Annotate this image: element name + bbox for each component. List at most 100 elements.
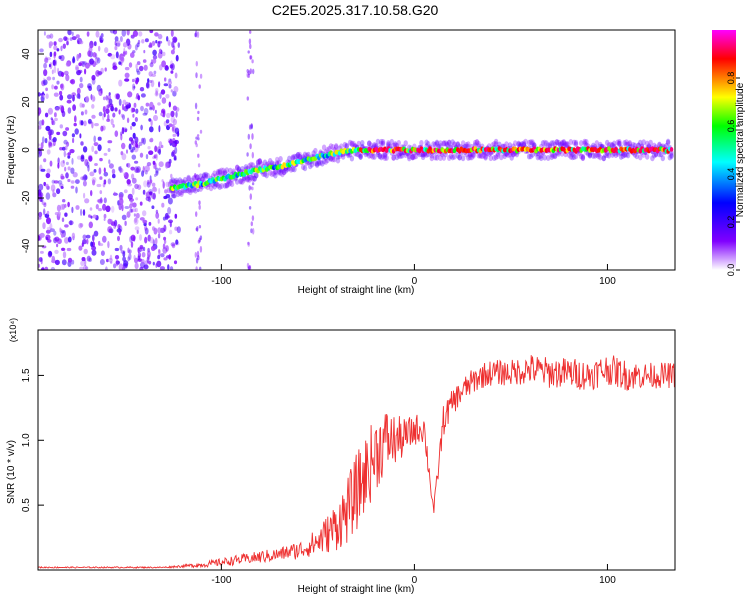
spectrogram-cell — [155, 212, 160, 219]
spectrogram-cell — [78, 245, 83, 251]
spectrogram-cell — [71, 57, 76, 64]
spectrogram-cell — [149, 237, 154, 244]
spectrogram-cell — [195, 60, 198, 67]
spectrogram-cell — [38, 183, 44, 191]
spectrogram-cell — [311, 150, 316, 157]
snr-ylabel: SNR (10 * v/v) — [6, 440, 17, 504]
spectrogram-cell — [624, 139, 629, 146]
spectrogram-cell — [170, 89, 173, 93]
spectrogram-cell — [69, 220, 73, 226]
spectrogram-cell — [127, 91, 133, 98]
colorbar-tick-label: 0.6 — [726, 120, 736, 133]
spectrogram-cell — [133, 85, 136, 89]
spectrogram-cell — [566, 151, 572, 158]
spectrogram-cell — [136, 166, 142, 173]
spectrogram-cell — [47, 107, 54, 115]
spectrogram-cell — [161, 108, 166, 114]
spectrogram-cell — [215, 182, 221, 189]
spectrogram-cell — [100, 33, 104, 38]
spectrogram-cell — [112, 112, 116, 118]
spectrogram-cell — [466, 154, 471, 161]
spectrogram-cell — [106, 258, 109, 263]
spectrogram-cell — [379, 154, 384, 161]
spectrogram-cell — [448, 153, 454, 159]
spectrogram-cell — [249, 55, 252, 60]
spectrogram-cell — [135, 108, 139, 114]
spectrogram-cell — [100, 125, 104, 132]
spectrogram-cell — [344, 143, 349, 150]
spectrogram-cell — [86, 238, 89, 245]
spectrogram-cell — [102, 113, 105, 121]
spectrogram-cell — [608, 141, 613, 148]
spectrogram-cell — [118, 98, 122, 106]
spectrogram-cell — [203, 173, 209, 180]
spectrogram-cell — [70, 78, 76, 85]
spectrogram-cell — [144, 38, 149, 43]
spectrogram-cell — [56, 243, 59, 248]
spectrogram-cell — [493, 138, 499, 145]
spectrogram-cell — [624, 151, 629, 158]
spectrogram-cell — [56, 48, 60, 52]
y-tick-label: 0 — [21, 147, 32, 153]
spectrogram-cell — [94, 163, 98, 166]
spectrogram-cell — [167, 181, 171, 188]
spectrogram-cell — [149, 137, 154, 143]
spectrogram-cell — [652, 152, 657, 159]
spectrogram-cell — [290, 155, 295, 162]
spectrogram-cell — [122, 266, 125, 270]
spectrogram-cell — [81, 242, 84, 247]
spectrogram-cell — [598, 154, 603, 161]
spectrogram-cell — [79, 40, 84, 45]
spectrogram-cell — [203, 171, 209, 178]
spectrogram-cell — [251, 59, 254, 64]
spectrogram-cell — [99, 190, 103, 195]
spectrogram-cell — [176, 131, 180, 137]
spectrogram-cell — [86, 255, 91, 262]
spectrogram-cell — [52, 76, 55, 81]
spectrogram-cell — [215, 170, 221, 177]
spectrogram-cell — [349, 141, 355, 148]
spectrogram-cell — [161, 179, 164, 183]
spectrogram-cell — [103, 112, 106, 118]
spectrogram-cell — [174, 72, 178, 79]
spectrogram-cell — [186, 175, 191, 182]
spectrogram-cell — [476, 141, 481, 147]
spectrogram-cell — [83, 174, 88, 181]
spectrogram-cell — [122, 51, 126, 57]
spectrogram-cell — [297, 154, 302, 160]
spectrogram-cell — [396, 152, 401, 159]
spectrogram-cell — [356, 151, 361, 158]
spectrogram-cell — [606, 142, 612, 149]
spectrogram-cell — [114, 219, 118, 227]
spectrogram-cell — [278, 169, 283, 176]
spectrogram-cell — [262, 159, 268, 166]
spectrogram-cell — [38, 235, 41, 241]
spectrogram-cell — [145, 102, 150, 107]
spectrogram-cell — [327, 145, 332, 152]
spectrogram-cell — [105, 266, 108, 270]
spectrogram-cell — [471, 152, 476, 159]
spectrogram-cell — [139, 244, 144, 250]
spectrogram-cell — [54, 117, 58, 122]
spectrogram-cell — [226, 178, 231, 185]
spectrogram-cell — [134, 217, 138, 223]
spectrogram-cell — [334, 144, 339, 151]
spectrogram-cell — [516, 140, 521, 147]
spectrogram-cell — [632, 151, 638, 158]
spectrogram-cell — [46, 217, 51, 225]
spectrogram-cell — [39, 192, 44, 198]
spectrogram-cell — [170, 177, 176, 183]
spectrogram-cell — [127, 247, 130, 254]
spectrogram-cell — [98, 45, 101, 52]
spectrogram-cell — [115, 93, 120, 100]
spectrogram-cell — [74, 128, 79, 135]
spectrogram-cell — [249, 44, 252, 49]
spectrogram-cell — [197, 110, 200, 115]
spectrogram-cell — [154, 237, 158, 245]
spectrogram-cell — [224, 182, 229, 189]
spectrogram-cell — [255, 159, 261, 166]
spectrogram-cell — [450, 154, 455, 161]
spectrogram-cell — [262, 171, 268, 178]
spectrogram-cell — [46, 149, 51, 155]
spectrogram-cell — [92, 179, 96, 186]
